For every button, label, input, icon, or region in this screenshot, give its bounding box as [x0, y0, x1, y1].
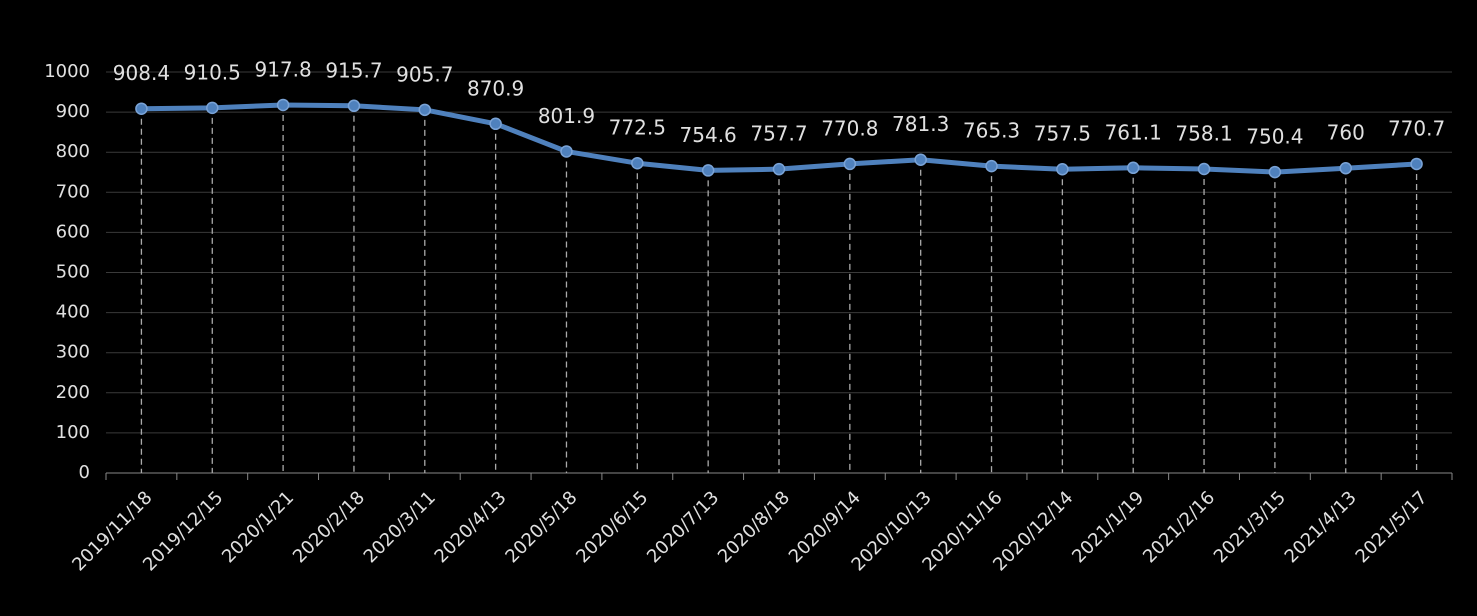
data-label: 757.7 — [750, 122, 807, 146]
y-tick-label: 0 — [79, 462, 90, 483]
data-label: 757.5 — [1034, 122, 1091, 146]
data-label: 765.3 — [963, 119, 1020, 143]
marker — [347, 99, 361, 113]
marker — [560, 145, 573, 158]
y-tick-label: 900 — [56, 101, 90, 122]
data-label: 905.7 — [396, 62, 453, 86]
marker — [1339, 161, 1352, 175]
marker — [914, 153, 927, 166]
marker — [1056, 162, 1069, 176]
marker — [631, 156, 644, 170]
y-tick-label: 700 — [56, 181, 90, 202]
data-label: 760 — [1327, 121, 1365, 145]
data-label: 770.8 — [821, 116, 878, 140]
data-label: 801.9 — [538, 104, 595, 128]
marker — [135, 102, 148, 115]
marker — [1126, 161, 1140, 175]
marker — [418, 103, 432, 117]
data-label: 917.8 — [254, 57, 311, 81]
y-tick-label: 400 — [56, 302, 90, 323]
y-tick-label: 600 — [56, 221, 90, 242]
y-tick-label: 800 — [56, 141, 90, 162]
marker — [1268, 165, 1282, 179]
marker — [985, 159, 998, 173]
data-label: 750.4 — [1246, 125, 1303, 149]
marker — [701, 164, 715, 177]
data-label: 754.6 — [680, 123, 737, 147]
data-label: 915.7 — [325, 58, 382, 82]
marker — [206, 101, 219, 115]
marker — [772, 162, 786, 176]
marker — [276, 98, 290, 112]
y-tick-label: 300 — [56, 342, 90, 363]
data-label: 781.3 — [892, 112, 949, 136]
y-tick-label: 500 — [56, 262, 90, 283]
marker — [843, 157, 857, 171]
data-label: 908.4 — [113, 61, 170, 85]
marker — [489, 117, 502, 131]
y-tick-label: 1000 — [44, 61, 90, 82]
data-label: 761.1 — [1105, 120, 1162, 144]
marker — [1410, 157, 1423, 171]
data-label: 910.5 — [184, 60, 241, 84]
data-label: 772.5 — [609, 116, 666, 140]
data-label: 870.9 — [467, 76, 524, 100]
y-tick-label: 200 — [56, 382, 90, 403]
marker — [1197, 162, 1211, 176]
data-label: 770.7 — [1388, 116, 1445, 140]
y-tick-label: 100 — [56, 422, 90, 443]
data-label: 758.1 — [1175, 122, 1232, 146]
